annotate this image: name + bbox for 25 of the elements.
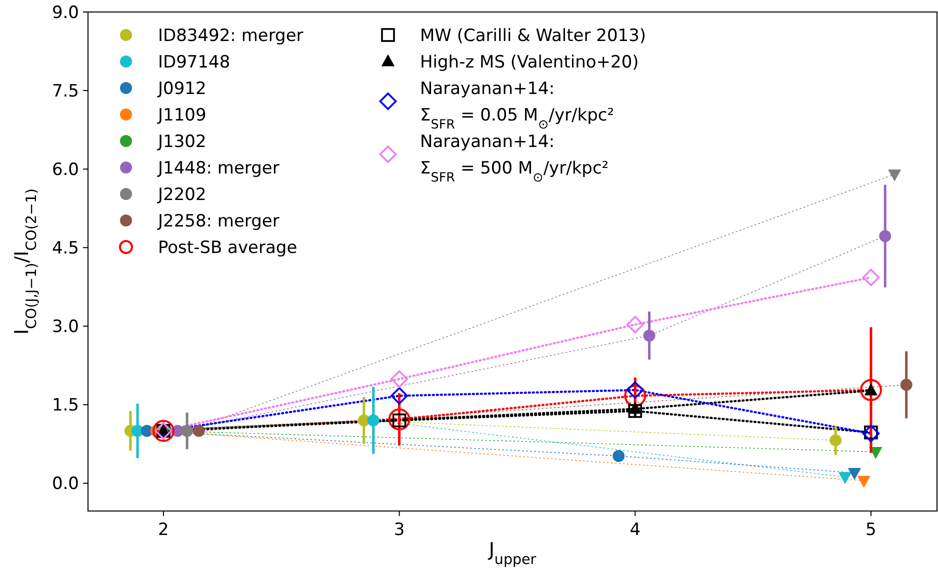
y-tick-label: 3.0 bbox=[52, 317, 79, 338]
legend-label: J1109 bbox=[157, 106, 206, 126]
legend-label: Narayanan+14: Σ$_{SFR}$ = 0.05 M$_{⊙}$/yr/kpc² bbox=[420, 79, 614, 132]
legend-label: MW (Carilli & Walter 2013) bbox=[420, 26, 646, 46]
y-tick-label: 6.0 bbox=[52, 160, 79, 180]
legend-label: J1302 bbox=[157, 132, 206, 152]
legend-label: Narayanan+14: Σ$_{SFR}$ = 500 M$_{⊙}$/yr/kpc² bbox=[420, 132, 609, 185]
legend-label: High-z MS (Valentino+20) bbox=[420, 52, 639, 72]
x-axis-title: J$_{upper}$ bbox=[488, 539, 536, 568]
legend-label: ID83492: merger bbox=[158, 26, 304, 46]
legend-label: ID97148 bbox=[158, 52, 230, 72]
x-tick-label: 4 bbox=[630, 520, 641, 540]
legend-label: J2258: merger bbox=[157, 212, 280, 232]
y-tick-label: 4.5 bbox=[52, 238, 79, 259]
legend-label: J2202 bbox=[157, 185, 206, 205]
x-tick-label: 3 bbox=[394, 520, 405, 540]
legend-label: Post-SB average bbox=[158, 238, 298, 258]
y-tick-label: 7.5 bbox=[52, 82, 79, 102]
y-tick-label: 0.0 bbox=[52, 474, 79, 494]
legend-label: J0912 bbox=[157, 79, 206, 99]
x-tick-label: 2 bbox=[158, 520, 169, 540]
y-tick-label: 1.5 bbox=[52, 396, 79, 416]
y-tick-label: 9.0 bbox=[52, 3, 79, 23]
legend-label: J1448: merger bbox=[157, 158, 280, 178]
x-tick-label: 5 bbox=[866, 520, 876, 540]
